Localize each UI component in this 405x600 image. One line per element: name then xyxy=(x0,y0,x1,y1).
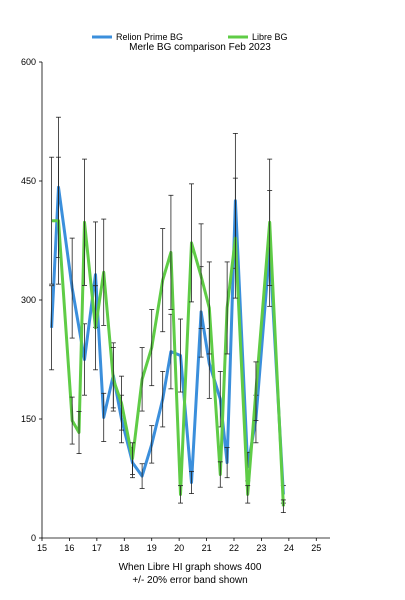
error-bar xyxy=(149,425,155,464)
error-bar xyxy=(139,463,145,489)
x-tick-label: 19 xyxy=(147,543,157,553)
error-bar xyxy=(206,261,212,355)
x-axis-label-line-1: When Libre HI graph shows 400 xyxy=(119,562,262,573)
error-bar xyxy=(69,237,75,339)
error-bar xyxy=(69,396,75,445)
error-bar xyxy=(55,156,61,285)
legend-label-relion: Relion Prime BG xyxy=(116,32,183,42)
x-tick-label: 15 xyxy=(37,543,47,553)
error-bar xyxy=(253,361,259,421)
error-bar xyxy=(224,261,230,355)
x-tick-label: 22 xyxy=(229,543,239,553)
y-ticks: 0 150 300 450 600 xyxy=(21,57,42,543)
series-1 xyxy=(49,156,286,514)
error-bar xyxy=(101,218,107,326)
error-bar xyxy=(49,285,55,371)
error-bar xyxy=(139,347,145,412)
x-tick-label: 16 xyxy=(64,543,74,553)
x-tick-label: 23 xyxy=(256,543,266,553)
x-ticks: 15 16 17 18 19 20 21 22 23 24 25 xyxy=(37,538,321,553)
x-axis-label-line-2: +/- 20% error band shown xyxy=(132,575,247,586)
series-layer xyxy=(49,116,286,514)
x-tick-label: 17 xyxy=(92,543,102,553)
error-bar xyxy=(168,194,174,310)
y-tick-label: 450 xyxy=(21,176,36,186)
error-bar xyxy=(232,177,238,299)
error-bar xyxy=(267,158,273,286)
error-bar xyxy=(82,158,88,286)
error-bar xyxy=(76,410,82,454)
x-tick-label: 21 xyxy=(202,543,212,553)
error-bar xyxy=(188,183,194,303)
error-bar xyxy=(110,347,116,412)
error-bar xyxy=(245,485,251,504)
y-tick-label: 0 xyxy=(31,533,36,543)
error-bar xyxy=(130,442,136,475)
y-tick-label: 150 xyxy=(21,414,36,424)
legend: Relion Prime BG Libre BG xyxy=(92,32,288,42)
x-tick-label: 25 xyxy=(311,543,321,553)
x-tick-label: 18 xyxy=(119,543,129,553)
x-tick-label: 20 xyxy=(174,543,184,553)
error-bar xyxy=(49,156,55,285)
legend-label-libre: Libre BG xyxy=(252,32,288,42)
y-tick-label: 300 xyxy=(21,295,36,305)
error-bar xyxy=(92,285,98,371)
error-bar xyxy=(101,392,107,442)
error-bar xyxy=(149,309,155,387)
error-bar xyxy=(160,228,166,333)
series-line xyxy=(50,185,285,495)
chart-title: Merle BG comparison Feb 2023 xyxy=(129,42,271,53)
x-tick-label: 24 xyxy=(284,543,294,553)
y-tick-label: 600 xyxy=(21,57,36,67)
error-bar xyxy=(188,470,194,494)
error-bar xyxy=(280,499,286,514)
error-bar xyxy=(178,318,184,393)
error-bar xyxy=(224,447,230,479)
axes xyxy=(41,62,330,539)
error-bar xyxy=(178,485,184,504)
error-bar xyxy=(160,370,166,428)
error-bar xyxy=(198,223,204,329)
error-bar xyxy=(119,375,125,431)
error-bar xyxy=(217,461,223,488)
